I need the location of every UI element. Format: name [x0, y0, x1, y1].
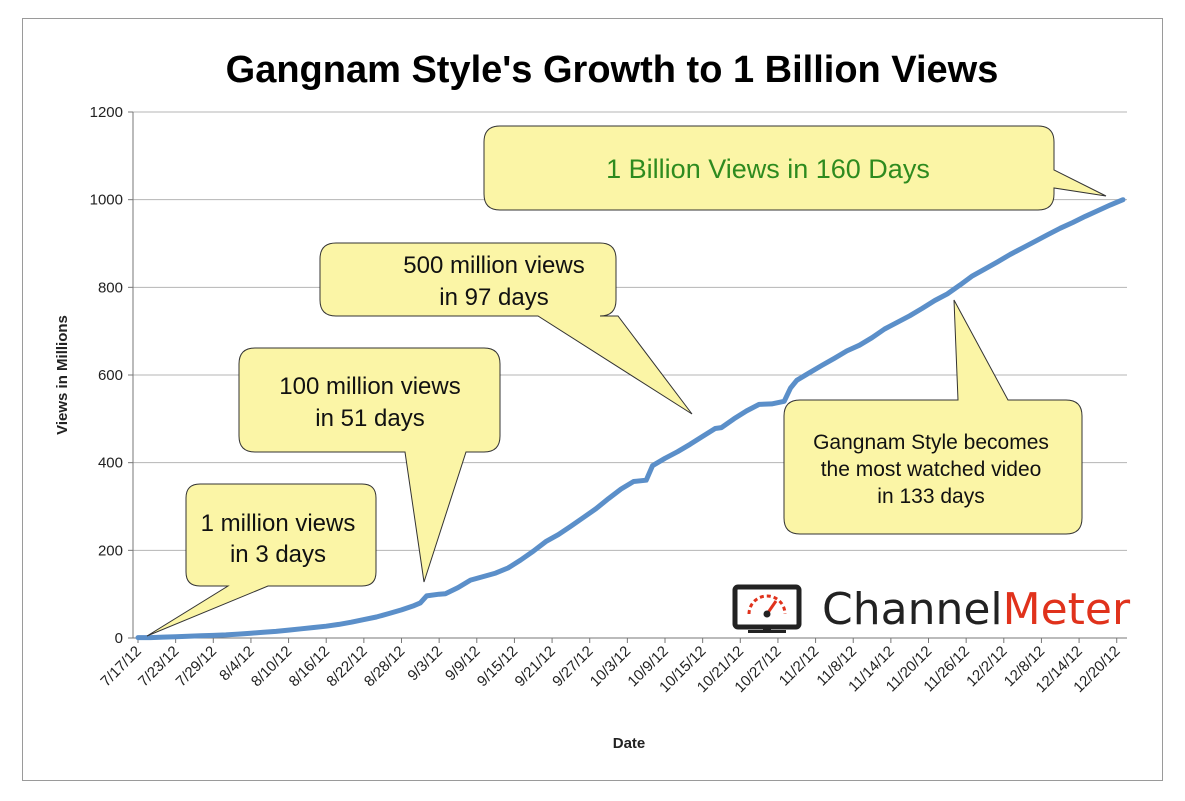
callout-1m-bubble: [146, 483, 377, 637]
y-tick-label-200: 200: [98, 542, 123, 559]
callout-100m-bubble: [238, 347, 501, 583]
x-tick-label-10: 9/15/12: [474, 643, 521, 690]
callout-1b-bubble: [483, 125, 1107, 211]
x-tick-label-2: 7/29/12: [173, 643, 220, 690]
x-tick-label-8: 9/3/12: [404, 643, 446, 685]
callout-most: Gangnam Style becomes the most watched v…: [783, 299, 1083, 535]
chart-title: Gangnam Style's Growth to 1 Billion View…: [226, 49, 999, 91]
x-tick-label-18: 11/2/12: [776, 643, 823, 690]
callout-most-line3: in 133 days: [877, 485, 984, 508]
x-tick-label-11: 9/21/12: [511, 643, 558, 690]
logo-wordmark: ChannelMeter: [822, 584, 1131, 635]
callout-most-line1: Gangnam Style becomes: [813, 431, 1049, 454]
callout-1m: 1 million views in 3 days: [146, 483, 377, 637]
x-tick-label-13: 10/3/12: [587, 643, 634, 690]
callout-100m: 100 million views in 51 days: [238, 347, 501, 583]
callout-1b-text: 1 Billion Views in 160 Days: [606, 154, 930, 184]
callout-1m-line1: 1 million views: [201, 510, 356, 537]
x-tick-label-1: 7/23/12: [135, 643, 182, 690]
callout-100m-line1: 100 million views: [279, 373, 460, 400]
callout-500m-line1: 500 million views: [403, 252, 584, 279]
x-tick-label-0: 7/17/12: [97, 643, 144, 690]
y-tick-label-1000: 1000: [90, 192, 123, 209]
channelmeter-logo: ChannelMeter: [732, 584, 1131, 635]
x-tick-label-6: 8/22/12: [323, 643, 370, 690]
series-line: [135, 197, 1126, 641]
x-tick-label-4: 8/10/12: [248, 643, 295, 690]
callout-100m-line2: in 51 days: [315, 405, 424, 432]
logo-wordmark-meter: Meter: [1003, 584, 1131, 635]
callout-500m: 500 million views in 97 days: [319, 242, 693, 415]
x-axis-title: Date: [613, 735, 646, 752]
callout-1b: 1 Billion Views in 160 Days: [483, 125, 1107, 211]
x-tick-label-5: 8/16/12: [286, 643, 333, 690]
monitor-gauge-icon: [732, 584, 802, 633]
logo-wordmark-channel: Channel: [822, 584, 1003, 635]
y-axis-ticks: 0 200 400 600 800 1000 1200: [90, 104, 133, 647]
y-tick-label-0: 0: [115, 630, 123, 647]
x-tick-label-23: 12/2/12: [963, 643, 1010, 690]
callout-most-bubble: [783, 299, 1083, 535]
y-tick-label-400: 400: [98, 455, 123, 472]
y-tick-label-1200: 1200: [90, 104, 123, 121]
y-tick-label-800: 800: [98, 279, 123, 296]
y-axis-title: Views in Millions: [54, 315, 71, 435]
y-tick-label-600: 600: [98, 367, 123, 384]
x-tick-label-7: 8/28/12: [361, 643, 408, 690]
x-tick-label-12: 9/27/12: [549, 643, 596, 690]
callout-1m-line2: in 3 days: [230, 541, 326, 568]
x-axis-ticks: 7/17/127/23/127/29/128/4/128/10/128/16/1…: [97, 638, 1124, 696]
callout-500m-line2: in 97 days: [439, 284, 548, 311]
callout-500m-bubble: [319, 242, 693, 415]
callout-most-line2: the most watched video: [821, 458, 1042, 481]
